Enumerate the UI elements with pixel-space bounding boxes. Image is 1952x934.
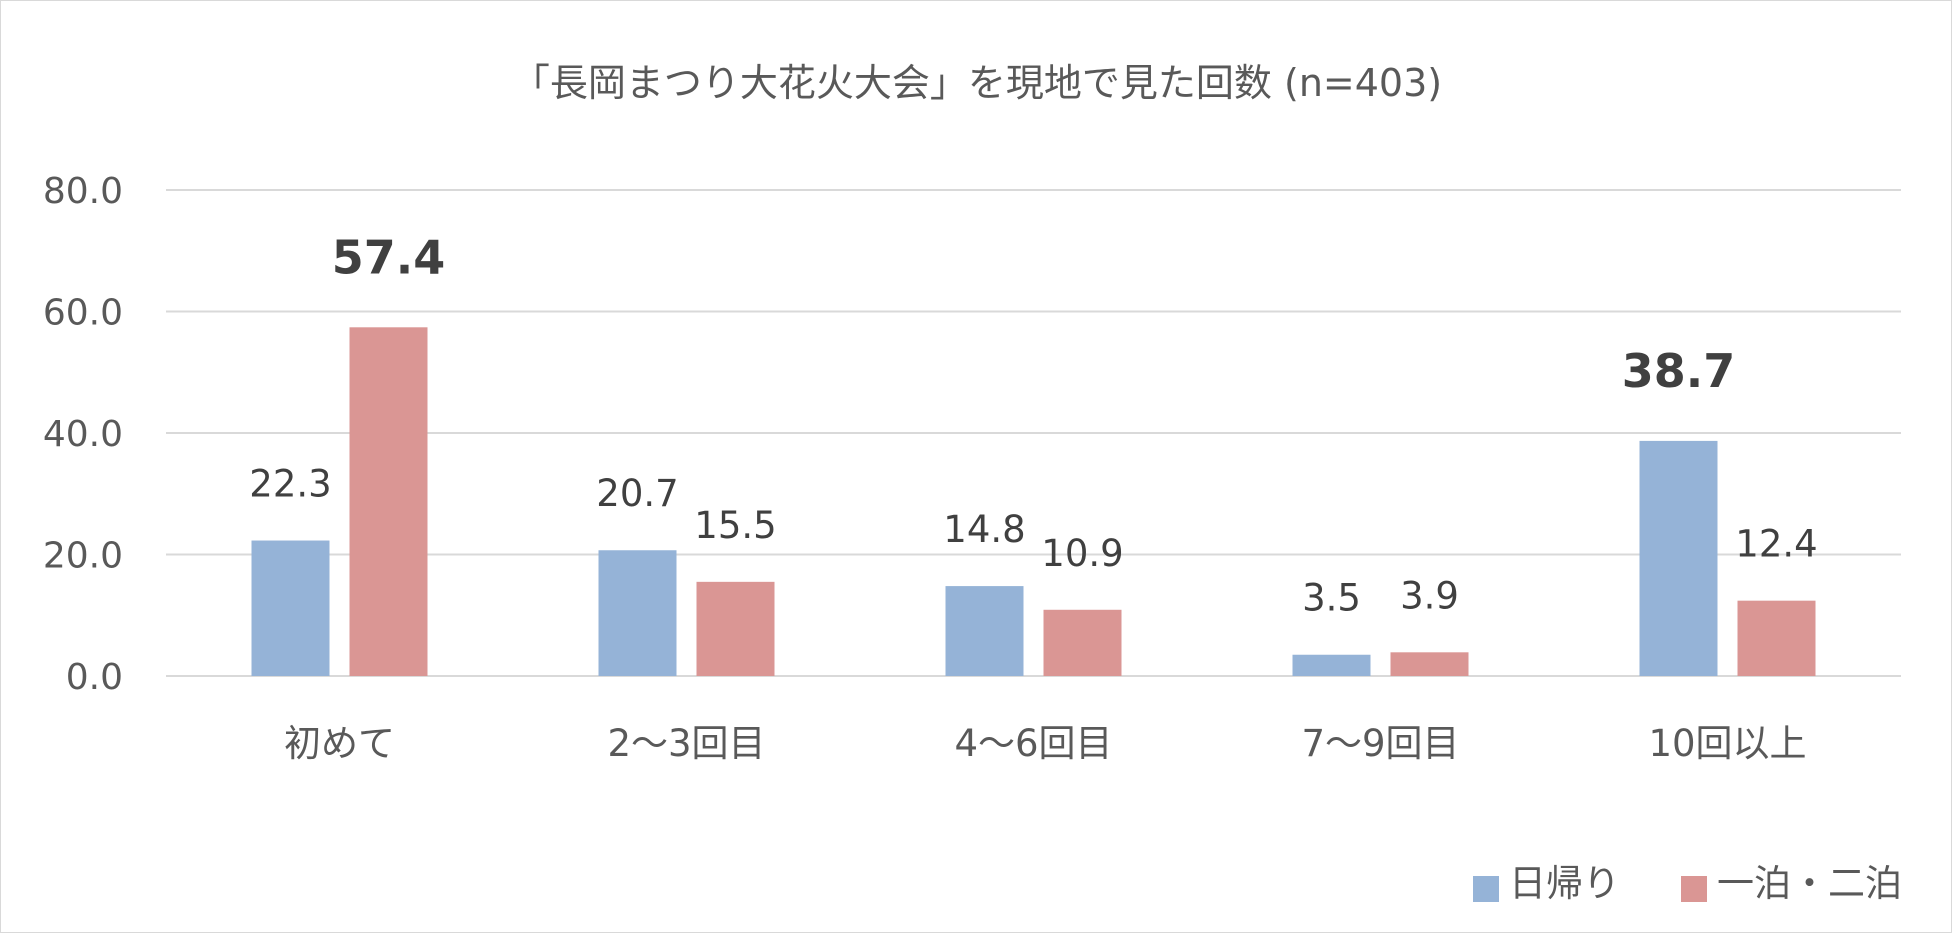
data-label: 22.3 (249, 463, 331, 506)
gridlines (166, 189, 1901, 677)
data-label: 14.8 (943, 508, 1025, 551)
x-tick-label: 初めて (284, 722, 395, 765)
bar (598, 550, 677, 676)
legend-label: 一泊・二泊 (1717, 862, 1902, 905)
x-tick-label: 10回以上 (1648, 722, 1806, 765)
bar (1737, 600, 1816, 676)
legend-swatch (1473, 876, 1499, 902)
legend: 日帰り 一泊・二泊 (1473, 862, 1902, 905)
y-tick-label: 20.0 (43, 536, 123, 577)
chart-title: 「長岡まつり大花火大会」を現地で見た回数 (n=403) (512, 61, 1442, 105)
bar (1390, 652, 1469, 676)
bar (945, 586, 1024, 676)
data-label: 10.9 (1041, 532, 1123, 575)
bar (1292, 654, 1371, 676)
bar (1043, 609, 1122, 676)
data-label: 3.9 (1400, 574, 1459, 617)
data-label: 3.5 (1302, 577, 1361, 620)
bar (696, 581, 775, 676)
bars (251, 327, 1816, 676)
y-tick-label: 0.0 (66, 657, 123, 698)
bar (349, 327, 428, 676)
data-label: 20.7 (596, 472, 678, 515)
y-tick-label: 40.0 (43, 414, 123, 455)
data-labels: 22.3 57.4 20.7 15.5 14.8 10.9 3.5 3.9 38.7 12.4 (249, 230, 1817, 619)
y-tick-label: 60.0 (43, 293, 123, 334)
x-tick-label: 7～9回目 (1301, 722, 1459, 765)
legend-label: 日帰り (1509, 862, 1620, 905)
y-axis-ticks: 0.0 20.0 40.0 60.0 80.0 (43, 171, 123, 698)
x-tick-label: 4～6回目 (954, 722, 1112, 765)
data-label: 57.4 (332, 230, 446, 284)
bar (1639, 440, 1718, 676)
data-label: 38.7 (1622, 344, 1736, 398)
x-axis-labels: 初めて 2～3回目 4～6回目 7～9回目 10回以上 (284, 722, 1807, 765)
bar (251, 540, 330, 676)
x-tick-label: 2～3回目 (607, 722, 765, 765)
data-label: 12.4 (1735, 523, 1817, 566)
legend-swatch (1681, 876, 1707, 902)
y-tick-label: 80.0 (43, 171, 123, 212)
data-label: 15.5 (694, 504, 776, 547)
